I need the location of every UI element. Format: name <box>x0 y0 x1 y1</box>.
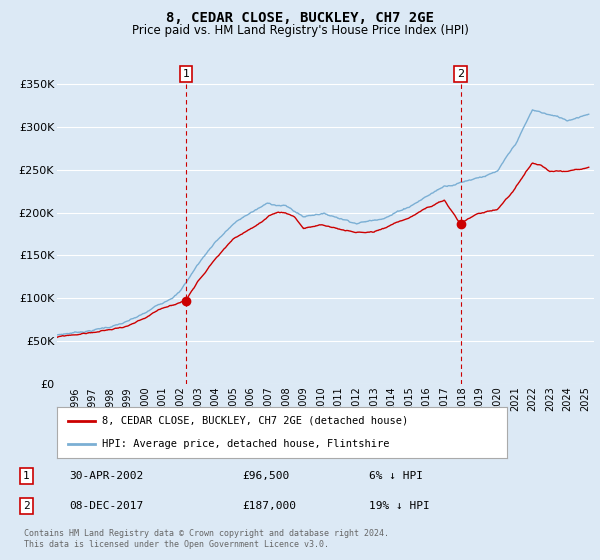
Text: 2: 2 <box>457 69 464 79</box>
Text: 8, CEDAR CLOSE, BUCKLEY, CH7 2GE (detached house): 8, CEDAR CLOSE, BUCKLEY, CH7 2GE (detach… <box>102 416 408 426</box>
Text: 8, CEDAR CLOSE, BUCKLEY, CH7 2GE: 8, CEDAR CLOSE, BUCKLEY, CH7 2GE <box>166 11 434 25</box>
Text: £96,500: £96,500 <box>242 471 290 481</box>
Text: Contains HM Land Registry data © Crown copyright and database right 2024.
This d: Contains HM Land Registry data © Crown c… <box>24 529 389 549</box>
Text: HPI: Average price, detached house, Flintshire: HPI: Average price, detached house, Flin… <box>102 439 389 449</box>
Text: Price paid vs. HM Land Registry's House Price Index (HPI): Price paid vs. HM Land Registry's House … <box>131 24 469 37</box>
Text: 1: 1 <box>182 69 190 79</box>
Text: 6% ↓ HPI: 6% ↓ HPI <box>369 471 423 481</box>
Text: 1: 1 <box>23 471 30 481</box>
Text: 19% ↓ HPI: 19% ↓ HPI <box>369 501 430 511</box>
Text: £187,000: £187,000 <box>242 501 296 511</box>
Text: 30-APR-2002: 30-APR-2002 <box>70 471 144 481</box>
Text: 08-DEC-2017: 08-DEC-2017 <box>70 501 144 511</box>
Text: 2: 2 <box>23 501 30 511</box>
